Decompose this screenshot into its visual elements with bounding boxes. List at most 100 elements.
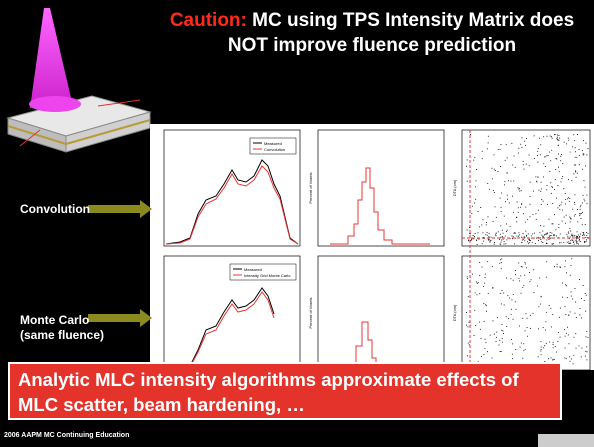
scatter-dot [579,206,581,208]
scatter-dot [506,172,508,174]
scatter-dot [476,240,478,241]
scatter-dot [572,363,574,365]
scatter-dot [515,237,517,239]
label-text: Monte Carlo [20,313,90,327]
axis-label: DTA (cm) [452,304,457,321]
scatter-dot [497,149,499,150]
scatter-dot [473,335,475,336]
scatter-dot [569,216,571,218]
scatter-dot [583,140,584,142]
scatter-dot [536,180,538,182]
scatter-dot [500,268,502,270]
scatter-dot [572,235,573,237]
scatter-dot [586,203,588,205]
axis-label: Percent of Voxels [308,297,313,328]
scatter-dot [556,139,558,140]
scatter-dot [579,308,581,309]
scatter-dot [544,361,546,362]
scatter-dot [567,231,569,233]
scatter-dot [508,318,510,320]
scatter-dot [504,181,506,183]
scatter-dot [574,288,576,289]
scatter-dot [577,209,578,210]
scatter-dot [510,180,512,182]
scatter-dot [584,241,586,243]
scatter-dot [512,235,514,237]
scatter-dot [495,234,496,236]
scatter-dot [570,240,572,242]
scatter-dot [553,234,555,235]
scatter-dot [551,149,553,151]
scatter-dot [506,277,507,279]
scatter-dot [540,181,542,183]
scatter-dot [510,313,512,315]
scatter-dot [562,282,563,284]
scatter-dot [581,317,582,319]
scatter-dot [571,233,573,235]
scatter-dot [521,236,522,238]
scatter-dot [522,238,524,240]
title-highlight: Caution: [169,10,247,31]
scatter-dot [500,241,502,243]
scatter-dot [517,207,519,209]
scatter-dot [515,308,517,310]
scatter-dot [571,239,573,241]
scatter-dot [545,242,547,244]
scatter-dot [572,240,574,241]
scatter-dot [524,240,526,242]
scatter-dot [514,243,515,245]
scatter-dot [499,292,501,294]
scatter-dot [529,272,530,273]
scatter-dot [576,237,577,239]
scatter-dot [576,156,578,158]
scatter-dot [554,214,555,216]
scatter-dot [584,224,586,225]
scatter-dot [481,355,482,357]
scatter-dot [499,262,501,264]
scatter-dot [521,147,523,148]
scatter-dot [504,184,505,186]
scatter-dot [474,233,476,234]
scatter-dot [515,349,517,350]
scatter-dot [526,235,527,237]
scatter-dot [513,155,515,157]
scatter-dot [524,330,526,332]
scatter-dot [584,186,586,188]
scatter-dot [528,165,530,167]
scatter-dot [521,137,523,139]
scatter-dot [537,285,539,287]
scatter-dot [514,232,516,234]
scatter-dot [531,237,533,239]
scatter-dot [557,332,559,333]
scatter-dot [524,348,526,350]
scatter-dot [530,279,532,281]
scatter-dot [572,208,574,210]
scatter-dot [534,243,536,244]
scatter-dot [563,216,565,218]
scatter-dot [501,337,503,339]
scatter-dot [525,313,527,315]
scatter-dot [525,230,527,232]
scatter-dot [558,153,559,155]
scatter-dot [562,163,564,164]
scatter-dot [546,189,548,191]
scatter-dot [568,139,570,141]
scatter-dot [496,331,498,333]
scatter-dot [501,239,503,241]
scatter-dot [571,258,573,260]
scatter-dot [483,286,484,287]
scatter-dot [551,232,553,234]
scatter-dot [511,308,512,310]
scatter-dot [471,213,473,215]
scatter-dot [527,233,529,235]
scatter-dot [559,336,561,338]
scatter-dot [552,314,554,315]
scatter-dot [542,200,544,202]
scatter-dot [587,233,589,235]
scatter-dot [500,303,502,305]
scatter-dot [466,312,467,313]
scatter-dot [574,203,576,205]
scatter-dot [568,179,569,181]
scatter-dot [557,207,559,209]
scatter-dot [581,150,583,152]
